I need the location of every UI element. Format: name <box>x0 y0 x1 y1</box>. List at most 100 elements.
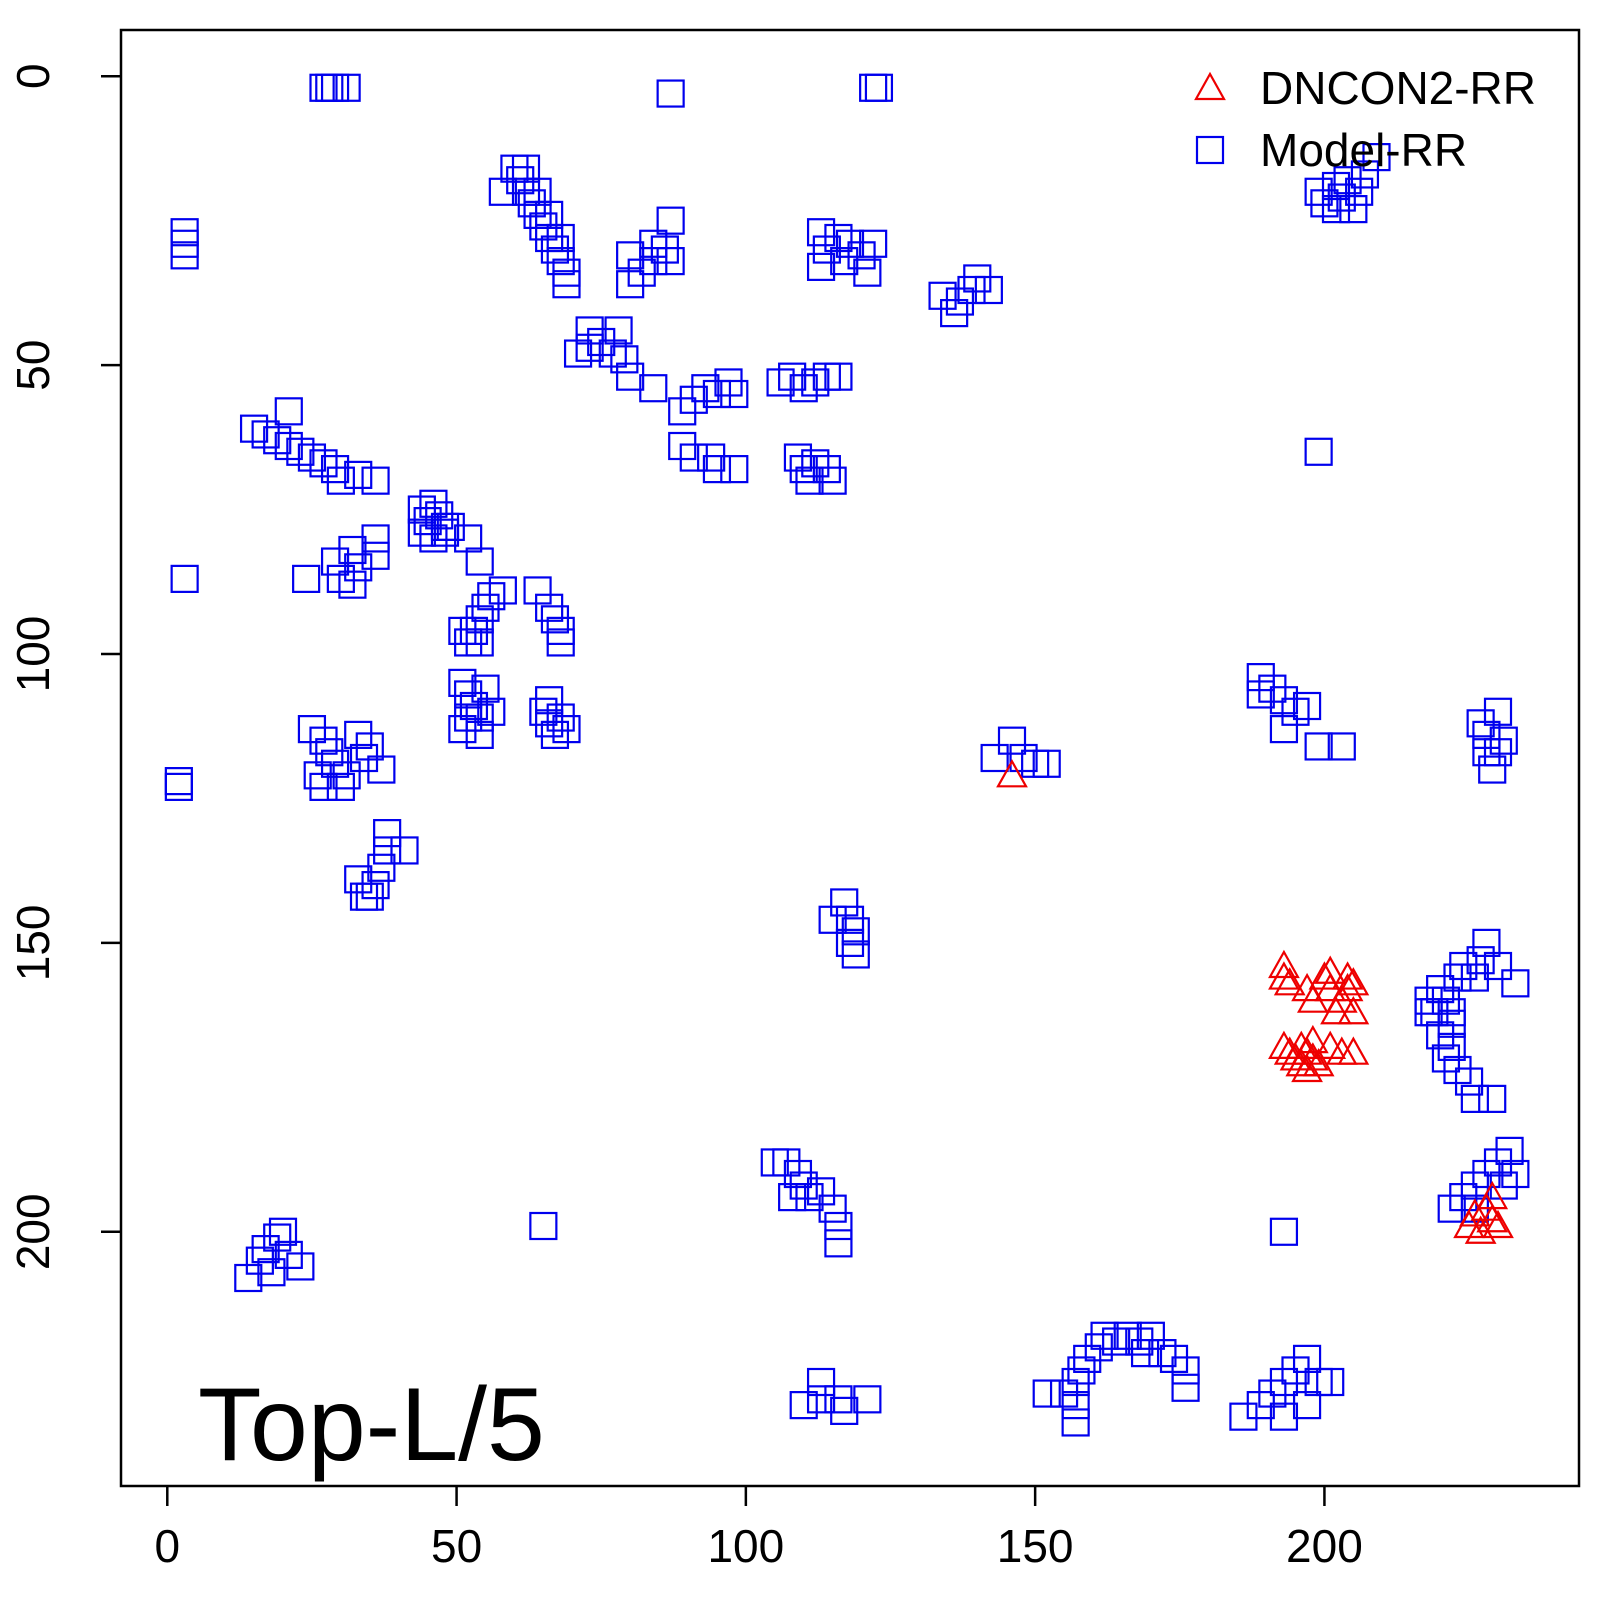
model-rr-point <box>1049 1379 1079 1408</box>
model-rr-point <box>1073 1344 1102 1373</box>
model-rr-point <box>957 275 986 305</box>
model-rr-point <box>263 426 292 455</box>
model-rr-point <box>546 223 575 253</box>
dncon2-rr-point <box>1337 967 1370 996</box>
model-rr-point <box>997 726 1027 755</box>
model-rr-point <box>320 547 350 576</box>
model-rr-point <box>1102 1327 1131 1356</box>
model-rr-point <box>847 241 876 270</box>
model-rr-point <box>575 333 604 362</box>
model-rr-point <box>818 1194 847 1223</box>
dncon2-rr-point <box>1268 1030 1300 1059</box>
model-rr-point <box>164 767 193 796</box>
model-rr-point <box>1304 177 1333 206</box>
y-tick-label: 200 <box>7 1193 59 1270</box>
model-rr-point <box>257 1258 286 1287</box>
model-rr-point <box>274 397 303 426</box>
model-rr-point <box>1495 1136 1524 1165</box>
model-rr-point <box>824 1229 853 1258</box>
model-rr-point <box>650 235 679 264</box>
model-rr-point <box>535 686 564 715</box>
model-rr-point <box>1258 674 1287 703</box>
model-rr-point <box>1437 1032 1466 1061</box>
model-rr-point <box>361 871 390 900</box>
model-rr-point <box>1061 1408 1090 1437</box>
model-rr-point <box>824 1211 853 1241</box>
model-rr-point <box>529 697 558 726</box>
model-rr-point <box>812 455 841 484</box>
model-rr-point <box>523 576 552 605</box>
dncon2-rr-point <box>1331 961 1364 990</box>
model-rr-point <box>355 732 384 761</box>
model-rr-point <box>540 235 570 264</box>
model-rr-point <box>691 374 720 403</box>
model-rr-point <box>1269 1402 1299 1431</box>
model-rr-point <box>170 241 199 270</box>
model-rr-point <box>1269 686 1299 715</box>
model-rr-point <box>864 73 894 102</box>
model-rr-point <box>818 466 847 495</box>
model-rr-point <box>789 1391 818 1420</box>
model-rr-point <box>1449 951 1478 981</box>
model-rr-point <box>315 738 344 767</box>
model-rr-point <box>830 247 859 276</box>
model-rr-point <box>1148 1339 1177 1368</box>
model-rr-point <box>320 73 350 102</box>
model-rr-point <box>164 772 193 801</box>
model-rr-point <box>1478 1084 1507 1113</box>
model-rr-point <box>1061 1391 1090 1420</box>
model-rr-point <box>806 1367 836 1397</box>
model-rr-point <box>251 1235 280 1264</box>
model-rr-point <box>535 200 564 229</box>
model-rr-point <box>1472 738 1501 767</box>
model-rr-point <box>1454 1067 1484 1096</box>
model-rr-point <box>471 674 500 703</box>
model-rr-point <box>511 154 541 183</box>
model-rr-point <box>251 420 280 449</box>
x-tick-label: 200 <box>1286 1520 1363 1572</box>
model-rr-point <box>419 489 448 518</box>
model-rr-point <box>1125 1327 1154 1356</box>
model-rr-point <box>835 928 865 957</box>
model-rr-point <box>320 749 350 778</box>
model-rr-point <box>1483 738 1513 767</box>
model-rr-point <box>546 247 575 276</box>
legend-square-icon <box>1195 135 1225 165</box>
model-rr-point <box>535 593 564 622</box>
model-rr-point <box>471 593 500 622</box>
model-rr-point <box>702 455 732 484</box>
model-rr-point <box>853 1385 882 1414</box>
model-rr-point <box>616 241 645 270</box>
model-rr-point <box>1281 697 1310 726</box>
model-rr-point <box>425 501 454 530</box>
model-rr-point <box>1304 437 1333 466</box>
model-rr-point <box>720 455 749 484</box>
dncon2-rr-point <box>1268 949 1300 979</box>
model-rr-point <box>801 449 830 478</box>
model-rr-point <box>963 264 992 293</box>
model-rr-point <box>1414 998 1443 1027</box>
model-rr-point <box>1269 1367 1299 1397</box>
model-rr-point <box>488 576 517 605</box>
x-tick-label: 0 <box>154 1520 180 1572</box>
model-rr-point <box>326 564 355 593</box>
model-rr-point <box>1269 715 1299 744</box>
model-rr-point <box>1327 732 1356 761</box>
model-rr-point <box>853 258 882 287</box>
model-rr-point <box>1009 743 1038 773</box>
model-rr-point <box>974 275 1003 305</box>
model-rr-point <box>841 917 870 946</box>
model-rr-point <box>477 582 506 611</box>
model-rr-point <box>263 1223 292 1252</box>
model-rr-point <box>540 720 570 749</box>
model-rr-point <box>616 270 645 299</box>
model-rr-point <box>552 270 581 299</box>
plot-frame <box>119 28 1581 1488</box>
model-rr-point <box>1258 1379 1287 1408</box>
model-rr-point <box>835 229 865 258</box>
model-rr-point <box>1426 1021 1455 1050</box>
model-rr-point <box>1362 143 1391 172</box>
model-rr-point <box>286 437 315 466</box>
model-rr-point <box>778 362 807 391</box>
